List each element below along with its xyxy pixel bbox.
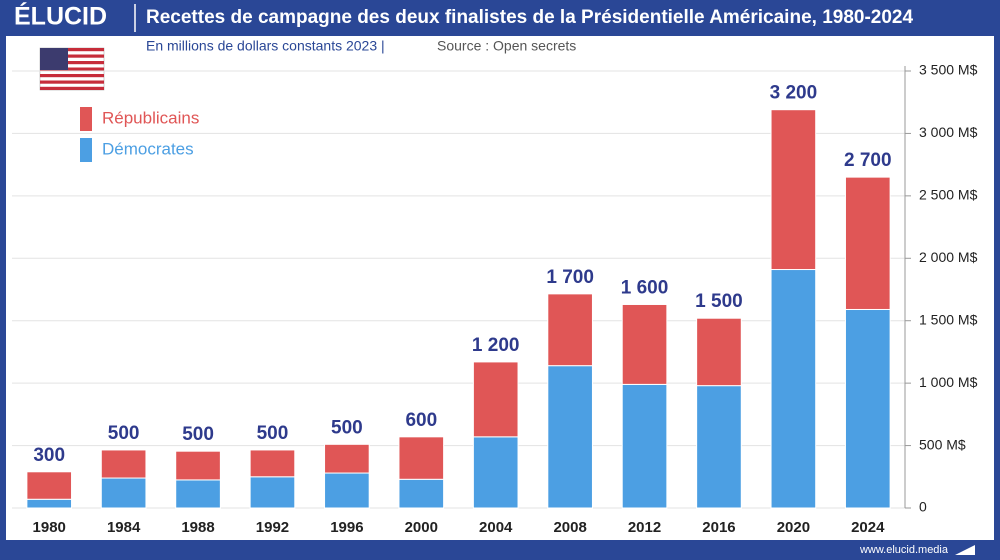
total-label: 1 700 [546, 267, 594, 288]
legend-swatch [80, 107, 92, 131]
y-tick-label: 2 500 M$ [919, 187, 978, 203]
legend-label: Républicains [102, 108, 199, 127]
flag [39, 47, 105, 91]
total-label: 300 [33, 445, 65, 466]
y-tick-label: 0 [919, 499, 927, 515]
total-label: 1 200 [472, 335, 520, 356]
bar-segment [175, 450, 221, 481]
x-tick-label: 1984 [107, 519, 141, 536]
bar-segment [324, 472, 370, 509]
x-tick-label: 1992 [256, 519, 289, 536]
x-tick-label: 2016 [702, 519, 735, 536]
total-label: 1 500 [695, 291, 743, 312]
brand: ÉLUCID [14, 2, 107, 31]
bar-segment [621, 383, 668, 509]
x-tick-label: 2024 [851, 519, 885, 536]
y-tick-label: 3 500 M$ [919, 62, 978, 78]
bar-segment [770, 109, 817, 271]
logo-mark [955, 545, 975, 555]
bar-segment [26, 471, 73, 500]
bar-segment [249, 449, 296, 478]
source: Source : Open secrets [437, 38, 576, 54]
y-tick-label: 1 500 M$ [919, 311, 978, 327]
total-label: 2 700 [844, 150, 892, 171]
bar-segment [324, 443, 370, 474]
x-tick-label: 2004 [479, 519, 513, 536]
bar-segment [547, 293, 593, 367]
bar-segment [547, 365, 593, 509]
bar-segment [398, 478, 445, 509]
bar-segment [472, 436, 519, 509]
bar-segment [175, 479, 221, 509]
legend-label: Démocrates [102, 139, 194, 158]
x-tick-label: 2012 [628, 519, 661, 536]
total-label: 3 200 [770, 83, 818, 104]
y-tick-label: 2 000 M$ [919, 249, 978, 265]
bar-segment [249, 476, 296, 509]
x-tick-label: 1988 [181, 519, 214, 536]
bar-segment [696, 385, 742, 509]
bar-segment [26, 498, 73, 509]
bar-segment [844, 308, 891, 509]
bar-segment [621, 303, 668, 385]
x-tick-label: 2000 [405, 519, 438, 536]
x-tick-label: 2008 [553, 519, 586, 536]
bar-segment [398, 436, 445, 480]
x-tick-label: 2020 [777, 519, 810, 536]
total-label: 500 [331, 417, 363, 438]
y-tick-label: 3 000 M$ [919, 124, 978, 140]
chart-title: Recettes de campagne des deux finalistes… [146, 7, 913, 28]
total-label: 500 [108, 423, 140, 444]
website: www.elucid.media [859, 544, 949, 556]
y-tick-label: 500 M$ [919, 436, 966, 452]
bar-segment [696, 317, 742, 387]
bar-segment [100, 477, 147, 509]
subtitle: En millions de dollars constants 2023 | [146, 38, 385, 54]
x-tick-label: 1980 [33, 519, 66, 536]
legend-swatch [80, 138, 92, 162]
bar-segment [472, 361, 519, 438]
total-label: 600 [405, 410, 437, 431]
total-label: 500 [182, 424, 214, 445]
bar-segment [844, 176, 891, 310]
y-tick-label: 1 000 M$ [919, 374, 978, 390]
total-label: 1 600 [621, 277, 669, 298]
bar-segment [770, 269, 817, 509]
x-tick-label: 1996 [330, 519, 363, 536]
bar-segment [100, 449, 147, 479]
total-label: 500 [257, 423, 289, 444]
